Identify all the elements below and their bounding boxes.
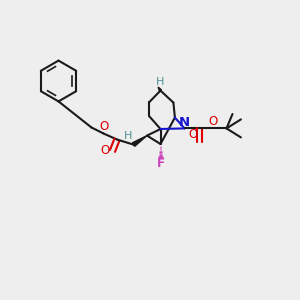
Polygon shape (132, 136, 147, 146)
Text: O: O (100, 120, 109, 134)
Text: F: F (157, 157, 164, 170)
Text: H: H (124, 131, 132, 141)
Text: O: O (188, 128, 197, 142)
Text: N: N (179, 116, 190, 130)
Text: O: O (101, 143, 110, 157)
Polygon shape (158, 87, 161, 91)
Text: O: O (209, 115, 218, 128)
Text: H: H (156, 76, 164, 87)
